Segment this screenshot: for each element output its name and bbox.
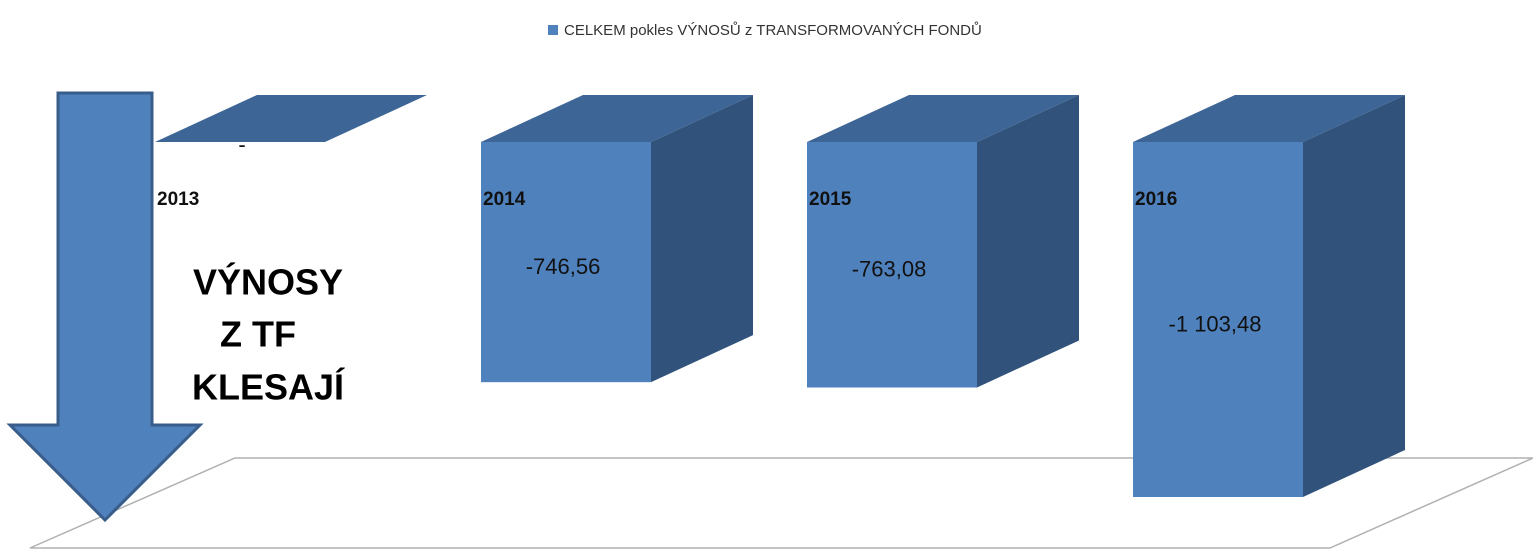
bar-top [1133, 95, 1405, 142]
bar-top [155, 95, 427, 142]
floor [29, 457, 1533, 549]
bar [481, 95, 753, 383]
bar-side [977, 95, 1079, 388]
bar-top [481, 95, 753, 142]
value-label: -746,56 [526, 254, 601, 279]
value-label: -763,08 [852, 257, 927, 282]
annotation: KLESAJÍ [192, 367, 345, 408]
category-label: 2015 [809, 189, 852, 210]
value-label: -1 103,48 [1169, 311, 1262, 336]
bar-front [1133, 142, 1303, 497]
bar [1133, 95, 1405, 497]
legend-label: CELKEM pokles VÝNOSŮ z TRANSFORMOVANÝCH … [564, 21, 982, 39]
annotation: Z TF [220, 314, 296, 355]
bar-front [481, 142, 651, 383]
bar-side [1303, 95, 1405, 497]
bar [155, 95, 427, 142]
bar-side [651, 95, 753, 383]
category-label: 2014 [483, 189, 526, 210]
category-label: 2016 [1135, 189, 1177, 210]
bar [807, 95, 1079, 388]
arrow [6, 91, 204, 523]
legend-swatch [548, 25, 558, 35]
bar-top [807, 95, 1079, 142]
annotation: VÝNOSY [193, 262, 343, 303]
bar-front [807, 142, 977, 388]
category-label: 2013 [157, 189, 199, 210]
value-label: - [238, 132, 245, 157]
